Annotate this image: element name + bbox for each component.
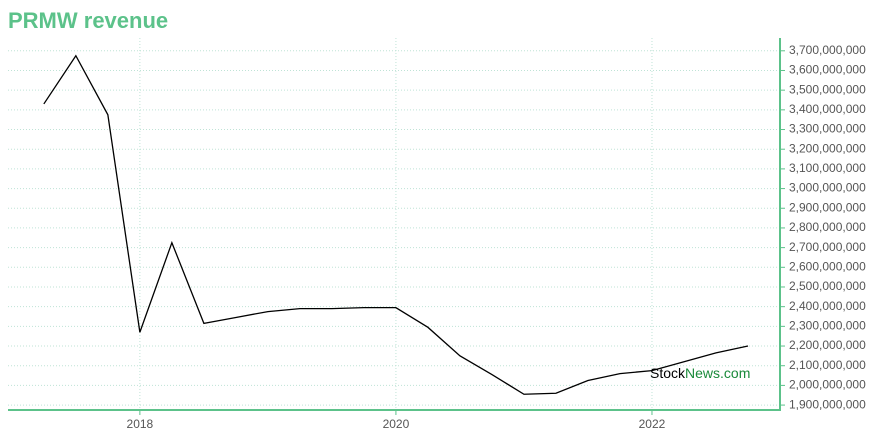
y-tick-label: 2,400,000,000: [789, 299, 866, 313]
x-tick-label: 2020: [383, 417, 410, 431]
y-tick-label: 2,000,000,000: [789, 378, 866, 392]
y-tick-label: 1,900,000,000: [789, 397, 866, 411]
x-tick-label: 2018: [127, 417, 154, 431]
y-tick-label: 2,800,000,000: [789, 220, 866, 234]
x-tick-label: 2022: [639, 417, 666, 431]
y-tick-label: 3,600,000,000: [789, 63, 866, 77]
watermark-part: Stock: [650, 365, 686, 381]
y-tick-label: 2,200,000,000: [789, 338, 866, 352]
y-tick-label: 2,300,000,000: [789, 319, 866, 333]
line: [43, 54, 749, 395]
y-tick-label: 3,700,000,000: [789, 43, 866, 57]
watermark-part: News.com: [685, 365, 750, 381]
chart-title: PRMW revenue: [8, 8, 168, 33]
y-tick-label: 2,700,000,000: [789, 240, 866, 254]
y-tick-label: 3,400,000,000: [789, 102, 866, 116]
y-tick-label: 3,100,000,000: [789, 161, 866, 175]
y-tick-label: 2,500,000,000: [789, 279, 866, 293]
y-tick-label: 2,100,000,000: [789, 358, 866, 372]
y-tick-label: 2,600,000,000: [789, 259, 866, 273]
y-tick-label: 3,000,000,000: [789, 181, 866, 195]
y-tick-label: 3,500,000,000: [789, 82, 866, 96]
y-tick-label: 2,900,000,000: [789, 200, 866, 214]
y-tick-label: 3,300,000,000: [789, 122, 866, 136]
y-tick-label: 3,200,000,000: [789, 141, 866, 155]
